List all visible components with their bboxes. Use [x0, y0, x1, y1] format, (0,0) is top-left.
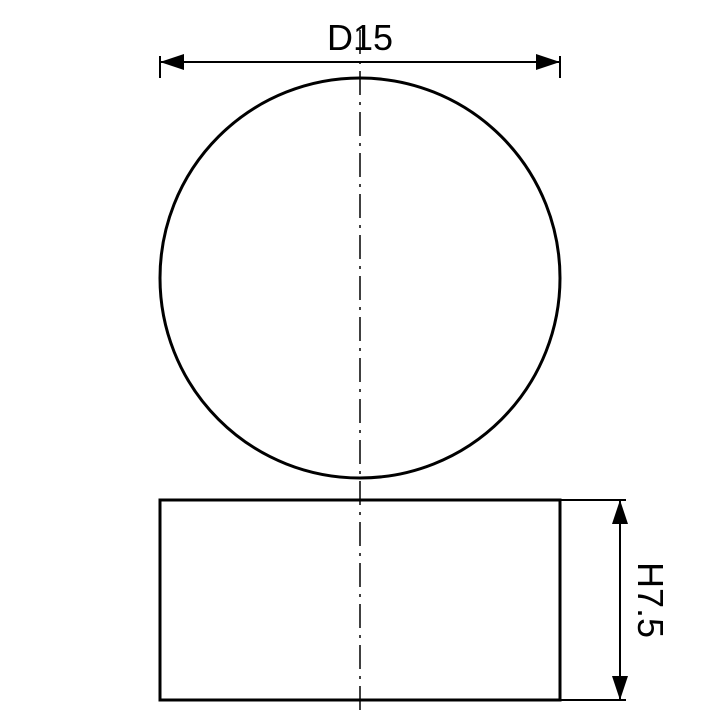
technical-drawing: D15 H7.5	[0, 0, 720, 720]
dim-label-height: H7.5	[630, 562, 671, 638]
dim-label-diameter: D15	[327, 17, 393, 58]
